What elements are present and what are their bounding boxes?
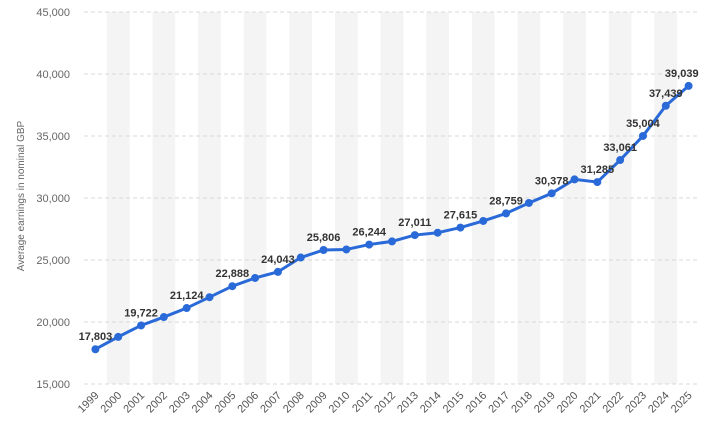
data-point (616, 156, 625, 165)
column-band (106, 12, 130, 384)
data-label: 17,803 (79, 331, 113, 343)
x-tick-label: 2010 (327, 390, 353, 416)
x-tick-label: 2000 (99, 390, 125, 416)
data-point (479, 216, 488, 225)
data-label: 24,043 (261, 254, 295, 266)
x-tick-label: 2004 (190, 390, 216, 416)
x-tick-label: 2020 (555, 390, 581, 416)
data-label: 22,888 (215, 268, 249, 280)
data-label: 19,722 (124, 307, 158, 319)
y-tick-label: 20,000 (36, 317, 70, 329)
x-tick-label: 2012 (372, 390, 398, 416)
data-point (456, 223, 465, 232)
data-point (388, 237, 396, 246)
data-point (502, 209, 511, 218)
y-tick-label: 45,000 (36, 7, 70, 19)
y-axis-ticks: 15,000 20,000 25,000 30,000 35,000 40,000 45,0… (36, 7, 70, 391)
series-line-group (91, 81, 693, 354)
data-point (433, 228, 442, 237)
data-label: 27,615 (444, 210, 478, 222)
data-point (319, 246, 328, 255)
data-label: 21,124 (170, 290, 205, 302)
x-tick-label: 2006 (235, 390, 261, 416)
x-tick-label: 2017 (486, 390, 512, 416)
y-tick-label: 35,000 (36, 131, 70, 143)
data-point (410, 231, 419, 240)
data-point (570, 175, 579, 184)
x-tick-label: 2003 (167, 390, 193, 416)
data-labels: 17,803 19,722 21,124 22,888 24,043 25,806 26,2… (79, 68, 699, 343)
x-tick-label: 2011 (350, 390, 375, 415)
x-tick-label: 2008 (281, 390, 307, 416)
x-tick-label: 2018 (509, 390, 535, 416)
data-point (342, 245, 351, 254)
y-axis-label: Average earnings in nominal GBP (16, 120, 27, 271)
column-band (608, 12, 632, 384)
column-band (289, 12, 313, 384)
data-label: 26,244 (352, 227, 387, 239)
x-tick-label: 2009 (304, 390, 330, 416)
data-point (273, 267, 282, 276)
data-point (159, 313, 168, 322)
column-band (198, 12, 221, 384)
data-point (524, 198, 533, 207)
x-axis-ticks: 1999200020012002200320042005200620072008… (76, 390, 695, 416)
data-point (365, 240, 374, 249)
data-label: 35,004 (626, 118, 661, 130)
y-tick-label: 25,000 (36, 255, 70, 267)
data-point (684, 81, 693, 90)
data-point (137, 321, 146, 330)
x-tick-label: 1999 (76, 390, 102, 416)
y-tick-label: 15,000 (36, 379, 70, 391)
x-tick-label: 2005 (213, 390, 239, 416)
data-label: 30,378 (535, 175, 569, 187)
data-point (182, 304, 191, 313)
x-tick-label: 2015 (441, 390, 467, 416)
x-tick-label: 2016 (464, 390, 490, 416)
x-tick-label: 2002 (144, 390, 170, 416)
data-point (547, 189, 556, 198)
data-point (661, 101, 670, 110)
data-point (593, 178, 602, 187)
x-tick-label: 2024 (646, 390, 672, 416)
x-tick-label: 2014 (418, 390, 444, 416)
y-tick-label: 40,000 (36, 69, 70, 81)
x-tick-label: 2025 (669, 390, 695, 416)
data-label: 33,061 (603, 142, 637, 154)
data-label: 39,039 (665, 68, 699, 80)
data-point (91, 345, 100, 354)
gridlines (84, 11, 700, 385)
y-tick-label: 30,000 (36, 193, 70, 205)
x-tick-label: 2021 (578, 390, 604, 416)
data-label: 27,011 (398, 217, 431, 229)
x-tick-label: 2023 (623, 390, 649, 416)
data-label: 37,439 (649, 88, 683, 100)
x-tick-label: 2007 (258, 390, 284, 416)
data-point (638, 131, 647, 140)
data-label: 25,806 (307, 232, 341, 244)
data-point (205, 293, 214, 302)
data-point (228, 282, 237, 291)
x-tick-label: 2022 (600, 390, 626, 416)
data-label: 31,285 (581, 164, 615, 176)
data-label: 28,759 (489, 195, 523, 207)
data-point (114, 332, 123, 341)
data-point (251, 273, 260, 282)
data-point (296, 253, 305, 262)
x-tick-label: 2001 (121, 390, 147, 416)
x-tick-label: 2013 (395, 390, 421, 416)
x-tick-label: 2019 (532, 390, 558, 416)
